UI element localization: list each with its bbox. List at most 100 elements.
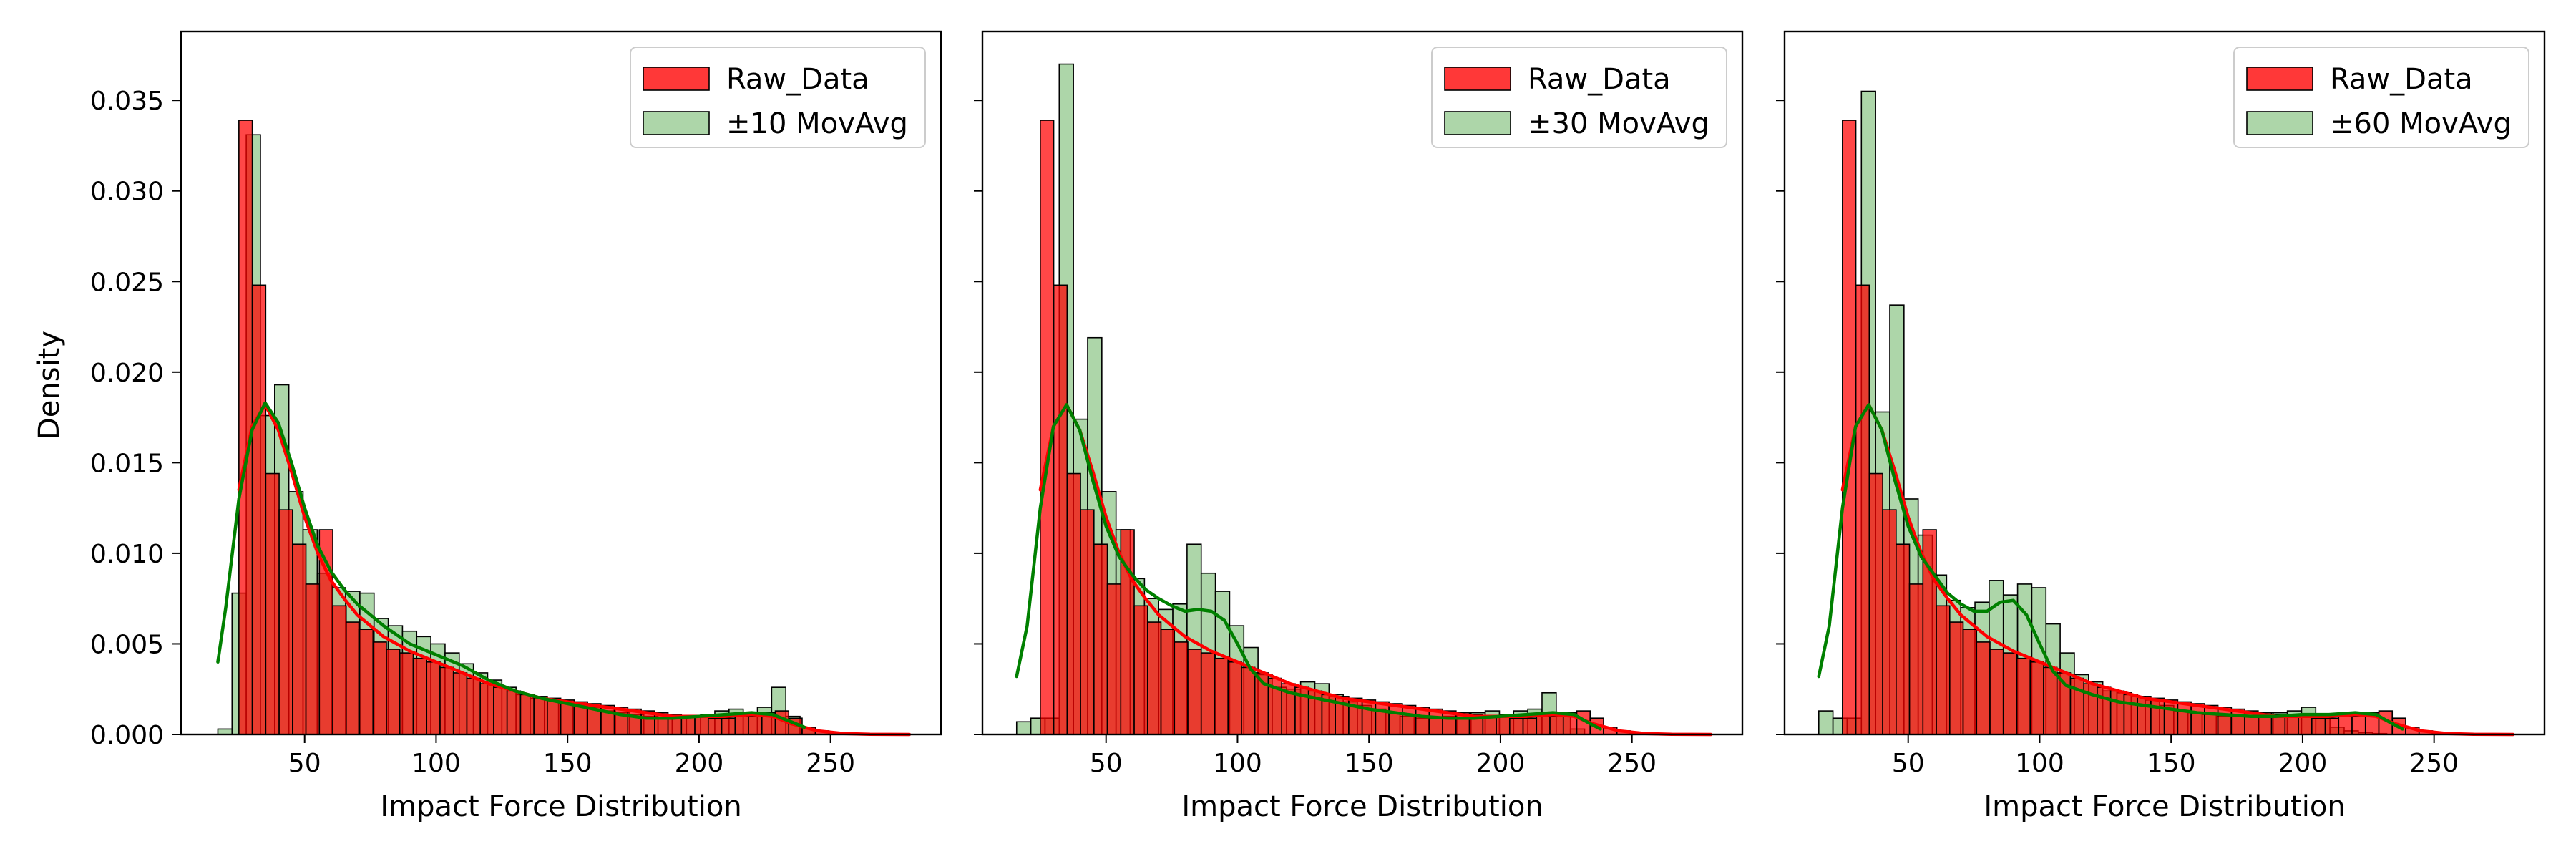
raw-bar	[1053, 284, 1068, 735]
x-axis-label: Impact Force Distribution	[380, 790, 741, 823]
y-tick-label: 0.015	[90, 449, 164, 478]
y-tick-label: 0.035	[90, 87, 164, 116]
raw-bar	[452, 672, 468, 735]
raw-bar	[1508, 717, 1524, 735]
raw-bar	[1348, 697, 1363, 735]
raw-bar	[1868, 472, 1883, 735]
movavg-bar	[1818, 710, 1834, 735]
raw-bar	[2163, 699, 2179, 735]
raw-bar	[1962, 629, 1978, 735]
raw-bar	[2123, 694, 2138, 735]
raw-bar	[439, 666, 454, 735]
raw-bar	[466, 677, 481, 735]
x-tick-label: 100	[2015, 749, 2064, 778]
raw-bar	[412, 657, 428, 735]
y-tick-label: 0.025	[90, 268, 164, 297]
legend-entry-label: ±10 MovAvg	[726, 107, 908, 140]
raw-bar	[1200, 652, 1216, 735]
legend-swatch-raw	[2246, 67, 2313, 91]
legend: Raw_Data ±30 MovAvg	[1431, 47, 1727, 148]
legend: Raw_Data ±60 MovAvg	[2233, 47, 2529, 148]
x-tick-label: 200	[1476, 749, 1526, 778]
raw-bar	[278, 509, 293, 735]
raw-bar	[1160, 629, 1176, 735]
y-tick-label: 0.005	[90, 630, 164, 659]
y-tick-label: 0.010	[90, 540, 164, 569]
raw-bar	[1948, 621, 1964, 735]
x-axis-label: Impact Force Distribution	[1984, 790, 2345, 823]
raw-bar	[1936, 605, 1951, 735]
raw-bar	[2097, 686, 2112, 735]
raw-bar	[2351, 715, 2366, 735]
raw-bar	[2137, 696, 2152, 735]
x-tick-label: 200	[675, 749, 724, 778]
raw-bar	[399, 652, 414, 735]
raw-bar	[1146, 621, 1162, 735]
legend-entry-label: ±60 MovAvg	[2330, 107, 2512, 140]
raw-bar	[1855, 284, 1870, 735]
legend-swatch-movavg	[2246, 111, 2313, 135]
x-tick-label: 150	[1345, 749, 1394, 778]
raw-bar	[2002, 652, 2018, 735]
x-tick-label: 50	[1090, 749, 1123, 778]
legend-swatch-raw	[1444, 67, 1511, 91]
raw-bar	[1496, 715, 1511, 735]
y-tick-label: 0.000	[90, 721, 164, 750]
raw-bar	[1066, 472, 1081, 735]
legend-entry-label: Raw_Data	[2330, 63, 2473, 96]
raw-bar	[1174, 641, 1189, 735]
raw-bar	[2298, 715, 2313, 735]
raw-bar	[1187, 649, 1202, 735]
x-tick-label: 250	[2409, 749, 2459, 778]
legend-swatch-raw	[643, 67, 710, 91]
raw-bar	[2029, 661, 2044, 735]
raw-bar	[707, 717, 723, 735]
raw-bar	[2311, 717, 2326, 735]
raw-bar	[1388, 703, 1403, 735]
raw-bar	[1976, 641, 1991, 735]
raw-bar	[1549, 715, 1564, 735]
raw-bar	[1375, 701, 1390, 735]
raw-bar	[2284, 715, 2299, 735]
legend-entry-label: ±30 MovAvg	[1528, 107, 1709, 140]
legend: Raw_Data ±10 MovAvg	[630, 47, 926, 148]
x-tick-label: 250	[1607, 749, 1657, 778]
raw-bar	[721, 717, 736, 735]
chart-panel-3: 50 100 150 200 250 Impact Force Distribution R…	[1776, 30, 2546, 823]
raw-bar	[2150, 697, 2165, 735]
raw-bar	[251, 284, 267, 735]
legend-entry-label: Raw_Data	[726, 63, 869, 96]
raw-bar	[519, 694, 535, 735]
x-tick-label: 200	[2278, 749, 2328, 778]
raw-bar	[1482, 715, 1497, 735]
x-axis-label: Impact Force Distribution	[1181, 790, 1543, 823]
raw-bar	[2043, 666, 2058, 735]
raw-bar	[694, 715, 709, 735]
raw-bar	[332, 605, 347, 735]
raw-bar	[533, 696, 548, 735]
raw-bar	[2109, 690, 2125, 735]
y-tick-label: 0.020	[90, 359, 164, 388]
movavg-kde-line	[216, 401, 806, 729]
raw-bar	[506, 690, 522, 735]
raw-bar	[358, 629, 374, 735]
y-tick-label: 0.030	[90, 178, 164, 207]
axes-frame	[1783, 30, 2546, 736]
legend-swatch-movavg	[1444, 111, 1511, 135]
x-tick-label: 50	[1892, 749, 1925, 778]
x-tick-label: 100	[411, 749, 461, 778]
chart-panel-2: 50 100 150 200 250 Impact Force Distribution R…	[974, 30, 1744, 823]
raw-bar	[1536, 715, 1551, 735]
axes-frame	[981, 30, 1744, 736]
raw-bar	[1361, 699, 1377, 735]
raw-bar	[2190, 703, 2205, 735]
y-axis-label: Density	[33, 331, 66, 440]
raw-bar	[734, 715, 749, 735]
raw-bar	[680, 715, 696, 735]
raw-bar	[1882, 509, 1897, 735]
raw-bar	[1093, 543, 1108, 735]
raw-bar	[1522, 717, 1538, 735]
raw-bar	[1241, 666, 1256, 735]
raw-bar	[2204, 704, 2219, 735]
